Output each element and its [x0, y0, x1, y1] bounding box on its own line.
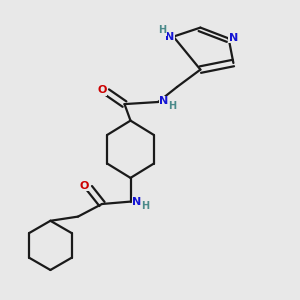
Text: N: N	[165, 32, 174, 42]
Text: O: O	[97, 85, 106, 95]
Text: N: N	[160, 96, 169, 106]
Text: H: H	[168, 101, 177, 111]
Text: O: O	[79, 181, 89, 191]
Text: N: N	[133, 196, 142, 207]
Text: N: N	[229, 33, 238, 43]
Text: H: H	[158, 25, 166, 35]
Text: H: H	[141, 201, 150, 211]
